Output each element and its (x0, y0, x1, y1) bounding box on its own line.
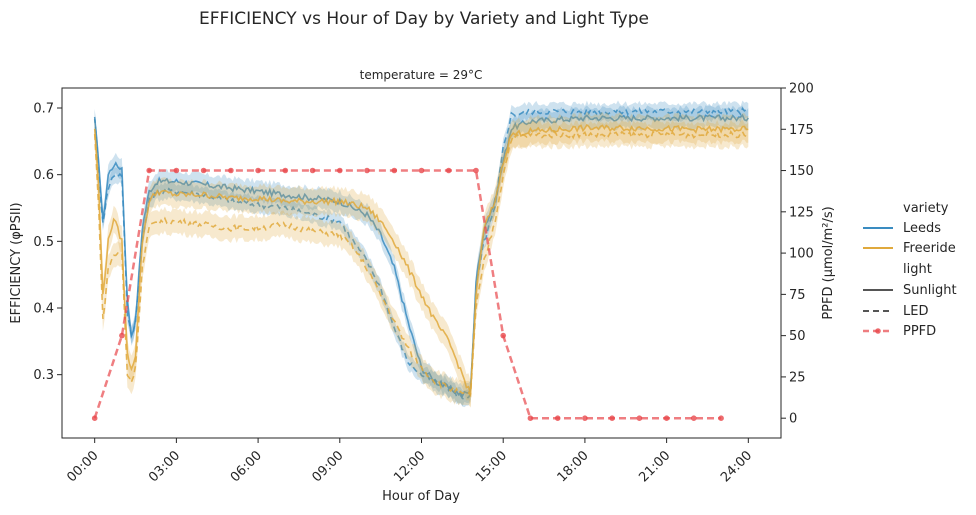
x-tick-label: 18:00 (555, 448, 592, 485)
y-right-tick-label: 50 (789, 329, 806, 344)
legend-item-freeride: Freeride (903, 241, 956, 256)
x-tick-label: 09:00 (310, 448, 347, 485)
ppfd-point (146, 167, 152, 174)
y-right-tick-label: 175 (789, 123, 814, 138)
series-freeride-sunlight (93, 123, 749, 395)
x-tick-label: 15:00 (473, 448, 510, 485)
y-right-tick-label: 200 (789, 82, 814, 97)
ppfd-point (609, 415, 615, 422)
series-leeds-led (93, 106, 749, 400)
ppfd-point (391, 167, 398, 174)
ppfd-point (691, 415, 697, 422)
ppfd-point (718, 415, 724, 422)
ppfd-point (337, 167, 343, 174)
ppfd-point (91, 415, 98, 422)
y-right-tick-label: 75 (789, 288, 806, 303)
y-right-tick-label: 100 (789, 247, 814, 262)
y-left-tick-label: 0.4 (33, 302, 54, 317)
x-axis-label: Hour of Day (382, 489, 460, 504)
y-left-tick-label: 0.5 (33, 235, 54, 250)
plot-area (91, 100, 749, 422)
y-right-tick-label: 150 (789, 164, 814, 179)
legend-title-light: light (903, 262, 932, 277)
x-tick-label: 00:00 (64, 448, 101, 485)
x-tick-label: 12:00 (391, 448, 428, 485)
y-right-tick-label: 25 (789, 370, 806, 385)
ppfd-point (228, 167, 234, 174)
series-leeds-sunlight (93, 113, 749, 398)
legend: variety Leeds Freeride light Sunlight LE… (863, 201, 957, 339)
ppfd-point (500, 332, 507, 339)
band-leeds-sunlight (94, 105, 749, 407)
chart-title: EFFICIENCY vs Hour of Day by Variety and… (199, 9, 649, 29)
y-axis-right-label: PPFD (µmol/m²/s) (821, 206, 836, 319)
band-freeride-led (94, 119, 749, 408)
ppfd-point (119, 332, 125, 339)
ppfd-point (473, 167, 479, 174)
legend-item-leeds: Leeds (903, 221, 941, 236)
legend-marker-ppfd (875, 328, 881, 334)
x-tick-label: 03:00 (146, 448, 183, 485)
ppfd-point (255, 167, 261, 174)
legend-item-ppfd: PPFD (903, 324, 936, 339)
ppfd-point (418, 167, 425, 174)
ppfd-point (173, 167, 180, 174)
x-tick-label: 21:00 (636, 448, 673, 485)
facet-label: temperature = 29°C (360, 68, 483, 82)
ppfd-point (582, 415, 588, 422)
ppfd-point (445, 167, 452, 174)
ppfd-point (527, 415, 534, 422)
y-axis-left-label: EFFICIENCY (φPSII) (9, 202, 24, 323)
x-tick-label: 06:00 (228, 448, 265, 485)
ppfd-point (309, 167, 316, 174)
y-left-tick-label: 0.3 (33, 368, 54, 383)
ppfd-point (636, 415, 643, 422)
legend-title-variety: variety (903, 201, 949, 216)
y-left-tick-label: 0.7 (33, 102, 54, 117)
y-right-tick-label: 0 (789, 412, 797, 427)
y-right-tick-label: 125 (789, 205, 814, 220)
ppfd-point (364, 167, 370, 174)
ppfd-point (554, 415, 561, 422)
y-left-tick-label: 0.6 (33, 168, 54, 183)
ppfd-point (663, 415, 670, 422)
legend-item-sunlight: Sunlight (903, 283, 957, 298)
series-freeride-led (93, 129, 749, 398)
series-ppfd (93, 169, 722, 420)
x-tick-label: 24:00 (718, 448, 755, 485)
ppfd-point (200, 167, 207, 174)
ppfd-point (282, 167, 289, 174)
legend-item-led: LED (903, 304, 928, 319)
